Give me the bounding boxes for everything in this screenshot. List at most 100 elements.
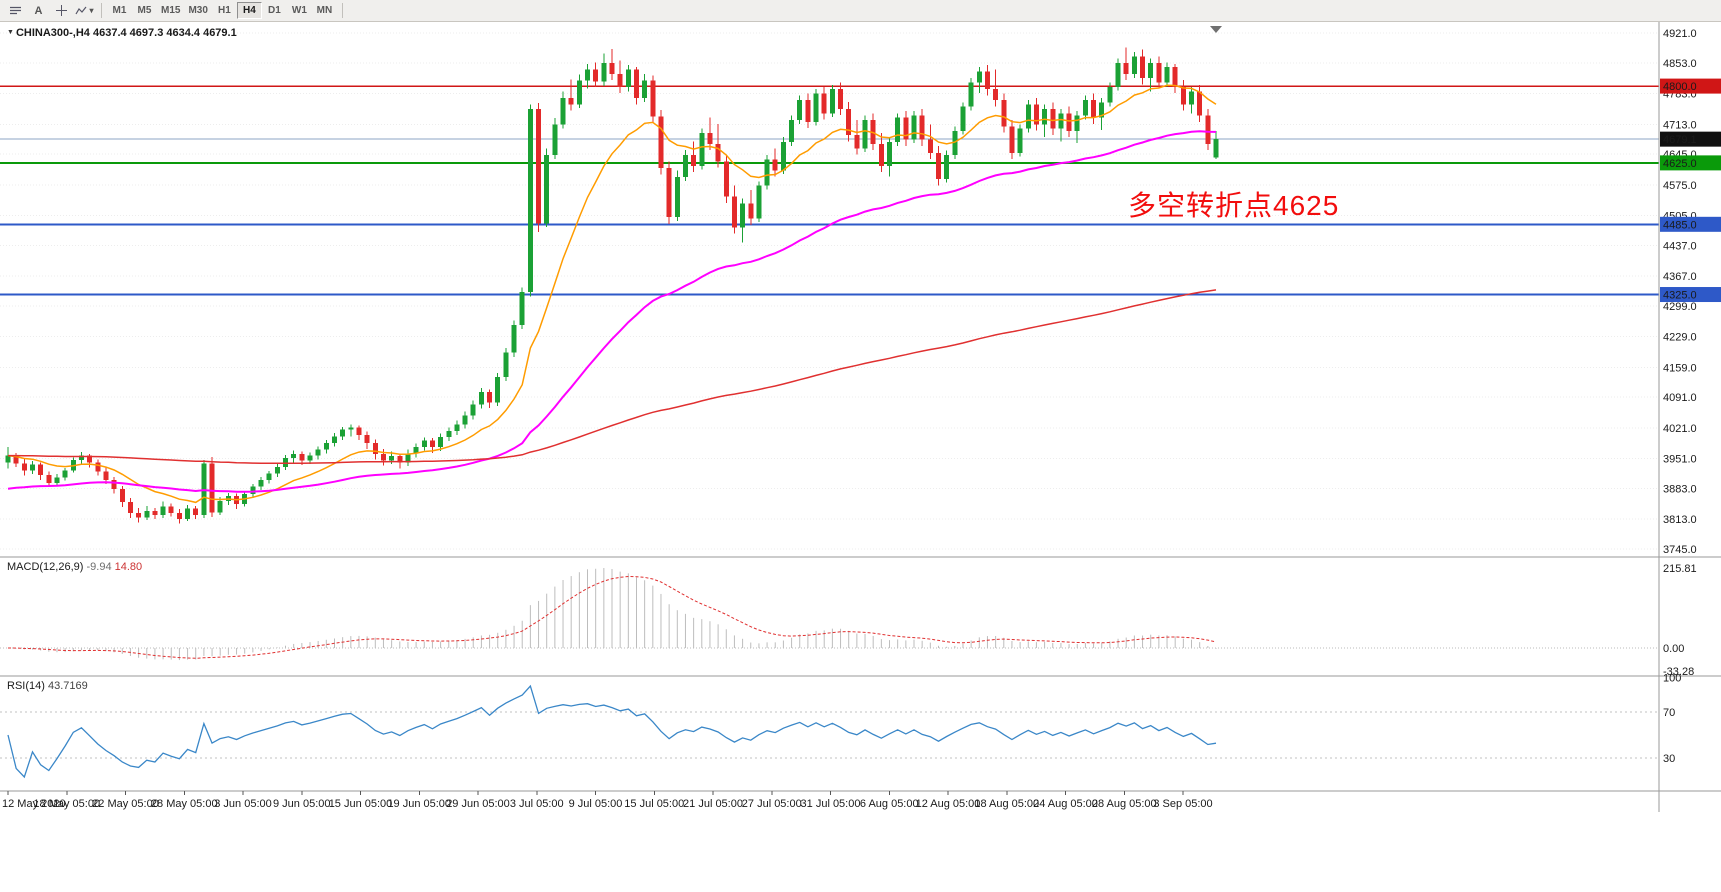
macd-signal-line	[7, 575, 1217, 659]
toolbar-separator	[101, 3, 102, 18]
price-tick-label: 4229.0	[1663, 332, 1697, 344]
price-annotation-text[interactable]: 多空转折点4625	[1128, 190, 1340, 221]
timeframe-h4-button[interactable]: H4	[236, 2, 262, 19]
rsi-scale-label: 30	[1663, 753, 1675, 765]
macd-panel	[0, 568, 1659, 661]
chart-title: ▼ CHINA300-,H4 4637.4 4697.3 4634.4 4679.…	[7, 27, 237, 39]
grid-lines	[0, 32, 1659, 550]
price-tick-label: 4159.0	[1663, 362, 1697, 374]
symbol-period-label: CHINA300-,H4	[15, 27, 90, 39]
time-tick-label: 21 Jul 05:00	[683, 798, 743, 810]
time-tick-label: 28 Aug 05:00	[1092, 798, 1157, 810]
price-tick-label: 4437.0	[1663, 240, 1697, 252]
price-tick-label: 4367.0	[1663, 271, 1697, 283]
price-badge-4625.0	[1660, 155, 1721, 171]
price-badge-4800.0	[1660, 78, 1721, 94]
chevron-down-icon: ▾	[89, 6, 94, 15]
timeframe-d1-button[interactable]: D1	[262, 2, 287, 19]
rsi-line	[7, 684, 1217, 779]
ohlc-values: 4637.4 4697.3 4634.4 4679.1	[92, 27, 237, 39]
time-tick-label: 29 Jun 05:00	[446, 798, 510, 810]
macd-indicator-label: MACD(12,26,9) -9.94 14.80	[7, 561, 142, 573]
rsi-name: RSI(14)	[7, 680, 45, 692]
time-tick-label: 19 Jun 05:00	[387, 798, 451, 810]
time-tick-label: 18 Aug 05:00	[974, 798, 1039, 810]
list-lines-icon	[10, 6, 21, 15]
toolbar-separator	[341, 3, 343, 18]
text-tool-button[interactable]: A	[28, 2, 49, 20]
time-tick-label: 28 May 05:00	[151, 798, 218, 810]
moving-average-250	[8, 289, 1217, 465]
time-tick-label: 12 May 2020	[2, 798, 66, 810]
macd-main-value: -9.94	[86, 561, 112, 573]
time-tick-label: 27 Jul 05:00	[742, 798, 802, 810]
timeframe-m30-button[interactable]: M30	[184, 2, 211, 19]
crosshair-icon	[56, 5, 67, 16]
price-tick-label: 3745.0	[1663, 544, 1697, 556]
price-tick-label: 3813.0	[1663, 514, 1697, 526]
chart-canvas[interactable]: 4921.04853.04783.04713.04645.04575.04505…	[0, 22, 1721, 892]
time-tick-label: 3 Jun 05:00	[214, 798, 272, 810]
price-tick-label: 3883.0	[1663, 483, 1697, 495]
objects-list-button[interactable]	[5, 2, 26, 20]
price-axis[interactable]: 4921.04853.04783.04713.04645.04575.04505…	[1660, 28, 1721, 765]
price-badge-4679.1	[1660, 131, 1721, 147]
timeframe-m5-button[interactable]: M5	[132, 2, 157, 19]
time-tick-label: 18 May 05:00	[33, 798, 100, 810]
text-tool-icon: A	[34, 4, 43, 17]
macd-scale-label: 215.81	[1663, 563, 1697, 575]
rsi-value: 43.7169	[47, 680, 88, 692]
rsi-panel	[0, 684, 1659, 779]
time-tick-label: 12 Aug 05:00	[916, 798, 981, 810]
time-tick-label: 9 Jun 05:00	[273, 798, 331, 810]
macd-scale-label: -33.28	[1663, 666, 1694, 678]
timeframe-w1-button[interactable]: W1	[287, 2, 312, 19]
time-tick-label: 31 Jul 05:00	[801, 798, 861, 810]
time-tick-label: 3 Jul 05:00	[510, 798, 564, 810]
price-badge-label: 4800.0	[1663, 81, 1697, 93]
moving-average-14	[7, 84, 1217, 504]
panel-separators	[0, 22, 1721, 812]
dropdown-triangle-icon: ▼	[7, 29, 14, 36]
timeframe-h1-button[interactable]: H1	[212, 2, 237, 19]
zigzag-icon	[75, 6, 87, 14]
time-tick-label: 9 Jul 05:00	[569, 798, 623, 810]
time-tick-label: 6 Aug 05:00	[860, 798, 919, 810]
rsi-indicator-label: RSI(14) 43.7169	[7, 680, 88, 692]
timeframe-m1-button[interactable]: M1	[107, 2, 132, 19]
price-tick-label: 4575.0	[1663, 180, 1697, 192]
time-tick-label: 3 Sep 05:00	[1153, 798, 1212, 810]
timeframe-m15-button[interactable]: M15	[157, 2, 184, 19]
price-badge-label: 4625.0	[1663, 158, 1697, 170]
price-badge-label: 4679.1	[1663, 134, 1697, 146]
timeframe-mn-button[interactable]: MN	[312, 2, 337, 19]
main-toolbar: A ▾ M1 M5 M15 M30 H1 H4 D1 W1 MN	[0, 0, 1721, 22]
price-tick-label: 4713.0	[1663, 119, 1697, 131]
price-tick-label: 4091.0	[1663, 392, 1697, 404]
rsi-scale-label: 100	[1663, 673, 1681, 685]
rsi-scale-label: 70	[1663, 707, 1675, 719]
time-tick-label: 22 May 05:00	[92, 798, 159, 810]
moving-average-60	[7, 130, 1217, 493]
price-tick-label: 4921.0	[1663, 28, 1697, 40]
price-badge-4485.0	[1660, 216, 1721, 232]
chart-shift-marker[interactable]	[1210, 26, 1222, 33]
price-tick-label: 3951.0	[1663, 454, 1697, 466]
price-tick-label: 4853.0	[1663, 58, 1697, 70]
time-tick-label: 15 Jul 05:00	[624, 798, 684, 810]
crosshair-tool-button[interactable]	[51, 2, 72, 20]
time-tick-label: 24 Aug 05:00	[1033, 798, 1098, 810]
candles	[5, 47, 1219, 524]
price-badge-label: 4325.0	[1663, 290, 1697, 302]
macd-scale-label: 0.00	[1663, 643, 1684, 655]
macd-name: MACD(12,26,9)	[7, 561, 84, 573]
indicators-tool-button[interactable]: ▾	[74, 2, 95, 20]
horizontal-level-lines[interactable]	[0, 85, 1659, 296]
price-badge-label: 4485.0	[1663, 219, 1697, 231]
price-tick-label: 4021.0	[1663, 423, 1697, 435]
macd-signal-value: 14.80	[114, 561, 143, 573]
time-tick-label: 15 Jun 05:00	[329, 798, 393, 810]
price-tick-label: 4299.0	[1663, 301, 1697, 313]
price-badge-4325.0	[1660, 287, 1721, 303]
